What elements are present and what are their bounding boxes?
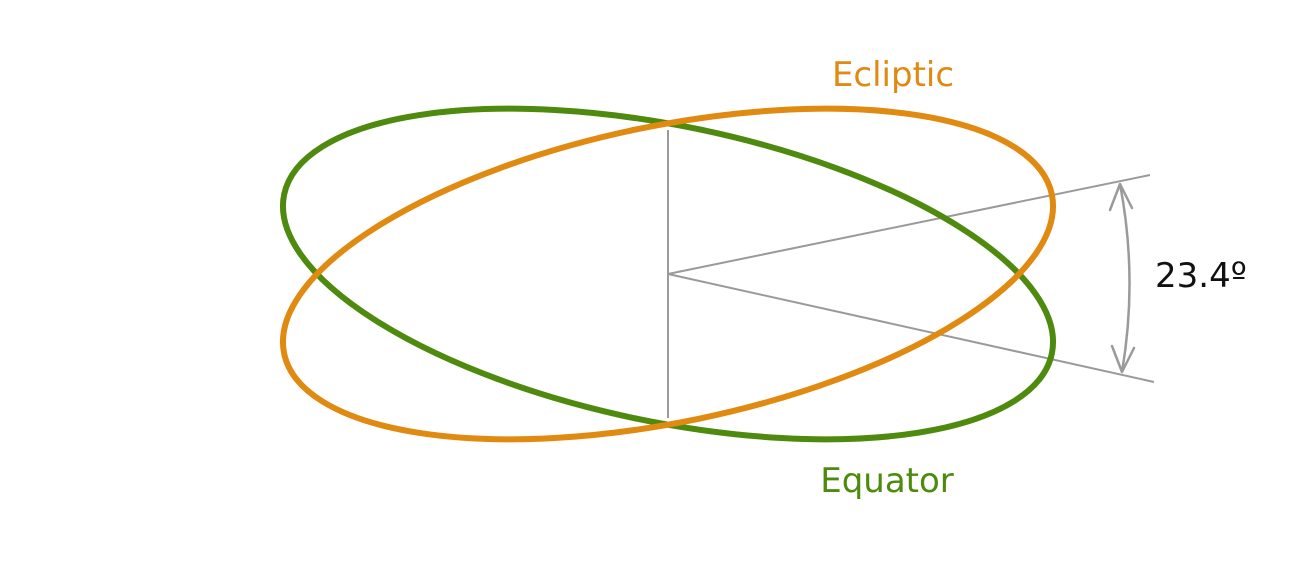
- equator-label: Equator: [820, 461, 954, 501]
- equator-tilt-guide-line: [667, 273, 1155, 383]
- ecliptic-ellipse: [279, 105, 1057, 443]
- ecliptic-tilt-guide-line: [667, 174, 1151, 275]
- angle-arrowhead-bottom: [1110, 344, 1136, 374]
- angle-label: 23.4º: [1155, 256, 1247, 296]
- angle-arc: [1118, 183, 1131, 373]
- angle-arrowhead-top: [1108, 182, 1134, 212]
- equator-ellipse: [279, 105, 1057, 443]
- ecliptic-label: Ecliptic: [832, 55, 954, 95]
